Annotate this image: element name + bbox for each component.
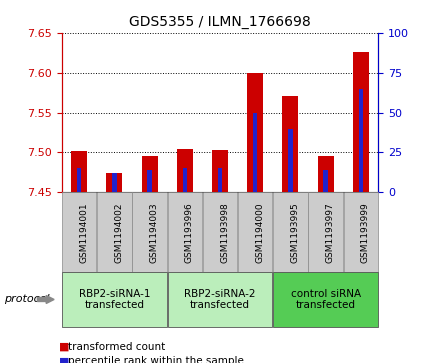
Bar bbox=[71, 151, 87, 192]
Bar bbox=[77, 168, 81, 192]
Text: RBP2-siRNA-2
transfected: RBP2-siRNA-2 transfected bbox=[184, 289, 256, 310]
Text: GSM1193998: GSM1193998 bbox=[220, 202, 229, 263]
Text: GSM1193997: GSM1193997 bbox=[326, 202, 334, 263]
Text: protocol: protocol bbox=[4, 294, 50, 305]
Bar bbox=[142, 156, 158, 192]
Text: ■: ■ bbox=[59, 356, 70, 363]
Bar bbox=[147, 170, 152, 192]
Text: GSM1194001: GSM1194001 bbox=[79, 202, 88, 263]
Bar bbox=[218, 168, 222, 192]
Text: transformed count: transformed count bbox=[68, 342, 165, 352]
Bar bbox=[112, 173, 117, 192]
Bar bbox=[106, 173, 122, 192]
Bar bbox=[359, 89, 363, 192]
Text: GSM1193999: GSM1193999 bbox=[361, 202, 370, 263]
Bar bbox=[323, 170, 328, 192]
Bar bbox=[247, 73, 263, 192]
Bar bbox=[183, 168, 187, 192]
Text: control siRNA
transfected: control siRNA transfected bbox=[290, 289, 361, 310]
Bar bbox=[177, 149, 193, 192]
Bar bbox=[353, 52, 369, 192]
Text: GDS5355 / ILMN_1766698: GDS5355 / ILMN_1766698 bbox=[129, 15, 311, 29]
Text: GSM1194003: GSM1194003 bbox=[150, 202, 158, 263]
Text: percentile rank within the sample: percentile rank within the sample bbox=[68, 356, 244, 363]
Text: RBP2-siRNA-1
transfected: RBP2-siRNA-1 transfected bbox=[79, 289, 150, 310]
Text: ■: ■ bbox=[59, 342, 70, 352]
Bar bbox=[212, 150, 228, 192]
Bar bbox=[282, 96, 298, 192]
Text: GSM1193996: GSM1193996 bbox=[185, 202, 194, 263]
Bar bbox=[288, 129, 293, 192]
Text: GSM1194002: GSM1194002 bbox=[114, 202, 123, 262]
Text: GSM1194000: GSM1194000 bbox=[255, 202, 264, 263]
Text: GSM1193995: GSM1193995 bbox=[290, 202, 299, 263]
Bar bbox=[318, 156, 334, 192]
Bar bbox=[253, 113, 257, 192]
